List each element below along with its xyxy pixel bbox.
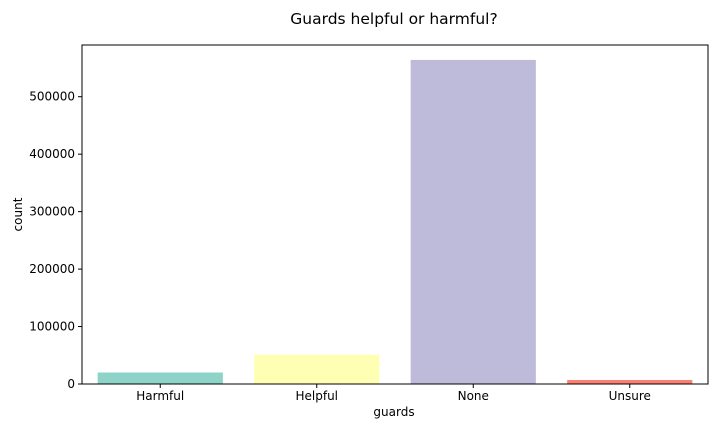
bar-helpful	[254, 354, 380, 384]
x-axis-label: guards	[373, 405, 414, 419]
x-tick-label: Unsure	[609, 389, 651, 403]
y-axis: 0 100000 200000 300000 400000 500000	[29, 90, 82, 391]
chart-title: Guards helpful or harmful?	[290, 10, 497, 28]
y-tick-label: 100000	[29, 320, 75, 334]
y-axis-label: count	[11, 197, 25, 231]
y-tick-label: 200000	[29, 262, 75, 276]
bars-group	[97, 59, 693, 384]
bar-none	[410, 59, 536, 384]
y-tick-label: 300000	[29, 205, 75, 219]
y-tick-label: 0	[67, 377, 75, 391]
plot-frame	[81, 44, 709, 385]
bar-harmful	[97, 372, 223, 384]
x-tick-label: None	[458, 389, 489, 403]
x-tick-label: Harmful	[136, 389, 184, 403]
x-tick-label: Helpful	[295, 389, 338, 403]
x-axis: Harmful Helpful None Unsure	[136, 384, 651, 403]
y-tick-label: 500000	[29, 90, 75, 104]
y-tick-label: 400000	[29, 147, 75, 161]
bar-unsure	[567, 379, 693, 384]
